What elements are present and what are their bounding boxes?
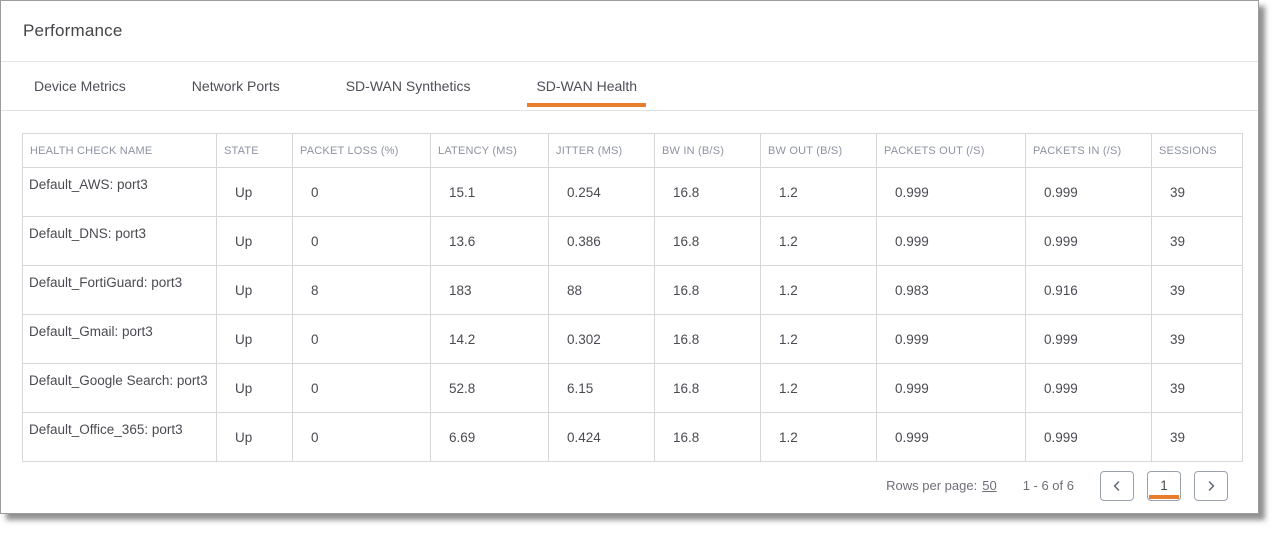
- value-cell: Up: [216, 216, 293, 266]
- value-cell: 0.983: [876, 265, 1026, 315]
- value-cell: 14.2: [430, 314, 549, 364]
- value-cell: 8: [292, 265, 431, 315]
- rows-per-page: Rows per page: 50: [886, 478, 997, 493]
- table-row: Default_Gmail: port3 Up 0 14.2 0.302 16.8 1.2 0…: [22, 314, 1243, 364]
- value-cell: 0.999: [1025, 363, 1152, 413]
- value-cell: 16.8: [654, 363, 761, 413]
- table-row: Default_DNS: port3 Up 0 13.6 0.386 16.8 1.2 0.9…: [22, 216, 1243, 266]
- value-cell: Up: [216, 314, 293, 364]
- chevron-left-icon: [1113, 480, 1120, 491]
- table-row: Default_FortiGuard: port3 Up 8 183 88 16.8 1.2…: [22, 265, 1243, 315]
- chevron-right-icon: [1208, 480, 1215, 491]
- value-cell: 0.916: [1025, 265, 1152, 315]
- next-page-button[interactable]: [1194, 470, 1228, 501]
- value-cell: 16.8: [654, 216, 761, 266]
- value-cell: 0.302: [548, 314, 655, 364]
- value-cell: 16.8: [654, 412, 761, 462]
- value-cell: 1.2: [760, 412, 877, 462]
- value-cell: Up: [216, 412, 293, 462]
- table-body: Default_AWS: port3 Up 0 15.1 0.254 16.8 1.2 0.9…: [22, 167, 1243, 462]
- health-check-name-cell: Default_FortiGuard: port3: [22, 265, 217, 315]
- value-cell: 0.999: [1025, 412, 1152, 462]
- value-cell: 52.8: [430, 363, 549, 413]
- table-row: Default_AWS: port3 Up 0 15.1 0.254 16.8 1.2 0.9…: [22, 167, 1243, 217]
- table-row: Default_Office_365: port3 Up 0 6.69 0.424 16.…: [22, 412, 1243, 462]
- column-header: HEALTH CHECK NAME: [22, 133, 217, 168]
- performance-panel: Performance Device Metrics Network Ports S…: [0, 0, 1259, 514]
- value-cell: 6.69: [430, 412, 549, 462]
- tab-device-metrics[interactable]: Device Metrics: [34, 78, 126, 94]
- sdwan-health-table: HEALTH CHECK NAME STATE PACKET LOSS (%) LAT…: [22, 133, 1243, 462]
- tab-sdwan-synthetics[interactable]: SD-WAN Synthetics: [345, 78, 471, 94]
- value-cell: 16.8: [654, 265, 761, 315]
- value-cell: 16.8: [654, 167, 761, 217]
- value-cell: 1.2: [760, 265, 877, 315]
- value-cell: 0.999: [1025, 314, 1152, 364]
- value-cell: 39: [1151, 314, 1243, 364]
- pagination-range: 1 - 6 of 6: [1022, 478, 1074, 493]
- value-cell: Up: [216, 167, 293, 217]
- tab-network-ports[interactable]: Network Ports: [191, 78, 280, 94]
- value-cell: 0: [292, 216, 431, 266]
- value-cell: 13.6: [430, 216, 549, 266]
- column-header: LATENCY (MS): [430, 133, 549, 168]
- value-cell: 39: [1151, 265, 1243, 315]
- value-cell: 39: [1151, 363, 1243, 413]
- value-cell: 1.2: [760, 167, 877, 217]
- prev-page-button[interactable]: [1100, 470, 1134, 501]
- value-cell: 1.2: [760, 216, 877, 266]
- page-title: Performance: [23, 21, 123, 40]
- value-cell: 15.1: [430, 167, 549, 217]
- column-header: PACKETS OUT (/S): [876, 133, 1026, 168]
- health-check-name-cell: Default_Gmail: port3: [22, 314, 217, 364]
- page-header: Performance: [1, 1, 1258, 62]
- value-cell: 0: [292, 314, 431, 364]
- column-header: PACKETS IN (/S): [1025, 133, 1152, 168]
- health-check-name-cell: Default_Google Search: port3: [22, 363, 217, 413]
- column-header: PACKET LOSS (%): [292, 133, 431, 168]
- rows-per-page-select[interactable]: 50: [982, 478, 997, 493]
- value-cell: 0.999: [1025, 216, 1152, 266]
- value-cell: 6.15: [548, 363, 655, 413]
- column-header: STATE: [216, 133, 293, 168]
- value-cell: 16.8: [654, 314, 761, 364]
- value-cell: 0.999: [876, 216, 1026, 266]
- pagination-bar: Rows per page: 50 1 - 6 of 6 1: [1, 462, 1258, 509]
- value-cell: 183: [430, 265, 549, 315]
- value-cell: 0.999: [876, 363, 1026, 413]
- column-header: SESSIONS: [1151, 133, 1243, 168]
- health-check-name-cell: Default_DNS: port3: [22, 216, 217, 266]
- value-cell: 39: [1151, 216, 1243, 266]
- value-cell: Up: [216, 363, 293, 413]
- tab-sdwan-health[interactable]: SD-WAN Health: [527, 62, 646, 110]
- health-check-name-cell: Default_Office_365: port3: [22, 412, 217, 462]
- tab-bar: Device Metrics Network Ports SD-WAN Synthe…: [1, 62, 1258, 111]
- value-cell: 1.2: [760, 363, 877, 413]
- value-cell: 0: [292, 363, 431, 413]
- value-cell: 0.424: [548, 412, 655, 462]
- page-1-button[interactable]: 1: [1147, 470, 1181, 501]
- value-cell: 1.2: [760, 314, 877, 364]
- value-cell: 0.254: [548, 167, 655, 217]
- pagination-buttons: 1: [1100, 470, 1228, 501]
- table-row: Default_Google Search: port3 Up 0 52.8 6.15 1…: [22, 363, 1243, 413]
- value-cell: 0: [292, 412, 431, 462]
- value-cell: 0: [292, 167, 431, 217]
- value-cell: 0.999: [876, 167, 1026, 217]
- health-check-name-cell: Default_AWS: port3: [22, 167, 217, 217]
- rows-per-page-label: Rows per page:: [886, 478, 978, 493]
- value-cell: 88: [548, 265, 655, 315]
- table-header-row: HEALTH CHECK NAME STATE PACKET LOSS (%) LAT…: [22, 133, 1243, 168]
- column-header: BW IN (B/S): [654, 133, 761, 168]
- value-cell: Up: [216, 265, 293, 315]
- value-cell: 39: [1151, 412, 1243, 462]
- value-cell: 39: [1151, 167, 1243, 217]
- value-cell: 0.999: [1025, 167, 1152, 217]
- column-header: BW OUT (B/S): [760, 133, 877, 168]
- value-cell: 0.999: [876, 314, 1026, 364]
- column-header: JITTER (MS): [548, 133, 655, 168]
- value-cell: 0.999: [876, 412, 1026, 462]
- value-cell: 0.386: [548, 216, 655, 266]
